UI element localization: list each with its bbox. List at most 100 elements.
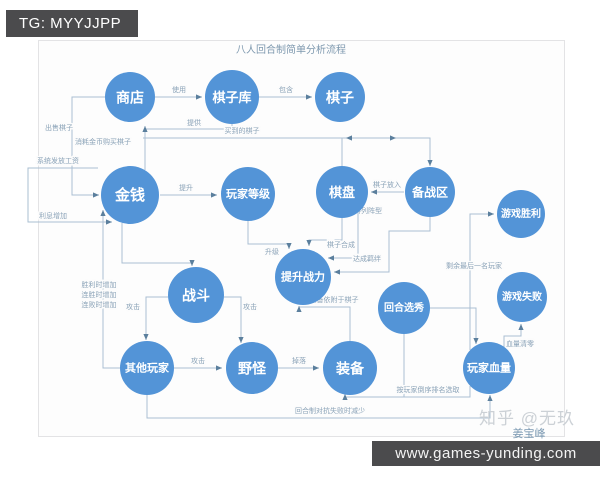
edge-label-increase-rail-1: 连胜时增加 xyxy=(82,290,117,299)
tg-banner: TG: MYYJJPP xyxy=(6,10,138,37)
node-monster xyxy=(226,342,278,394)
arrowhead-boost-level xyxy=(211,192,217,198)
arrowhead-attack-monster xyxy=(238,337,244,343)
node-money xyxy=(101,166,159,224)
node-boost-power-label: 提升战力 xyxy=(281,270,325,284)
edge-label-draft-pick-order-0: 按玩家倒序排名选取 xyxy=(397,385,460,394)
arrowhead-contain xyxy=(306,94,312,100)
edge-label-place-pieces-0: 棋子放入 xyxy=(373,180,401,189)
edge-label-upgrade-0: 升级 xyxy=(265,247,279,256)
edge-synergy xyxy=(334,217,431,273)
node-other-players xyxy=(120,341,174,395)
edge-label-last-player-wins-0: 剩余最后一名玩家 xyxy=(446,261,502,270)
arrowhead-hp-zero xyxy=(518,324,524,330)
edge-label-monster-drop-0: 掉落 xyxy=(292,356,306,365)
arrowhead-synergy xyxy=(334,269,340,275)
edge-label-increase-rail-0: 胜利时增加 xyxy=(82,280,117,289)
edge-label-defeat-decrease-0: 回合制对抗失败时减少 xyxy=(295,406,365,415)
node-equipment-label: 装备 xyxy=(335,361,365,377)
arrowhead-bought-mini-right xyxy=(390,135,396,141)
node-round-draft xyxy=(378,282,430,334)
arrowhead-increase-rail xyxy=(100,210,106,216)
edge-label-synergy-0: 达成羁绊 xyxy=(353,254,381,263)
zhihu-watermark: 知乎 @无玖 xyxy=(479,409,575,428)
arrowhead-monster-drop xyxy=(313,365,319,371)
node-battle xyxy=(168,267,224,323)
diagram-title: 八人回合制简单分析流程 xyxy=(236,45,346,56)
edge-upgrade xyxy=(247,221,290,249)
node-player-hp xyxy=(463,342,515,394)
node-monster-label: 野怪 xyxy=(238,361,267,377)
node-defeat xyxy=(497,272,547,322)
arrowhead-equip-attach xyxy=(296,306,302,312)
node-player-level-label: 玩家等级 xyxy=(226,187,271,201)
node-piece-pool xyxy=(205,70,259,124)
node-battle-label: 战斗 xyxy=(182,288,210,304)
edge-defeat-decrease xyxy=(146,395,491,419)
edge-label-provide-0: 提供 xyxy=(187,118,201,127)
edge-equip-attach xyxy=(298,306,351,341)
edge-draft-hp xyxy=(430,307,477,344)
edge-label-wage-interest-1: 利息增加 xyxy=(39,211,67,220)
edge-provide xyxy=(145,124,233,130)
node-player-level xyxy=(221,167,275,221)
edge-label-combine-pieces-0: 棋子合成 xyxy=(327,240,355,249)
edge-combine-pieces xyxy=(328,213,359,259)
node-defeat-label: 游戏失败 xyxy=(502,290,542,303)
edge-attack-monster xyxy=(224,296,242,343)
edge-label-spend-gold-buy-0: 消耗金币购买棋子 xyxy=(75,137,131,146)
arrowhead-combine-pieces xyxy=(328,255,334,261)
arrowhead-draft-pick-order xyxy=(342,394,348,400)
edge-label-hp-zero-0: 血量清零 xyxy=(506,339,534,348)
edge-label-increase-rail-2: 连败时增加 xyxy=(82,300,117,309)
arrowhead-bought-mini-left xyxy=(346,135,352,141)
arrowhead-money-battle xyxy=(189,260,195,266)
arrowhead-wage-interest xyxy=(106,219,112,225)
node-prep-area-label: 备战区 xyxy=(411,185,448,200)
node-shop xyxy=(105,72,155,122)
edge-last-player-wins xyxy=(469,213,494,350)
edge-label-contain-0: 包含 xyxy=(279,85,293,94)
node-money-label: 金钱 xyxy=(114,186,145,204)
edge-label-players-attack-monster-0: 攻击 xyxy=(191,356,205,365)
edge-increase-rail xyxy=(102,210,120,369)
node-piece xyxy=(315,72,365,122)
node-victory-label: 游戏胜利 xyxy=(501,207,541,220)
arrowhead-place-pieces xyxy=(371,189,377,195)
arrowhead-attack-players xyxy=(143,334,149,340)
node-other-players-label: 其他玩家 xyxy=(125,361,170,375)
edge-label-wage-interest-0: 系统发放工资 xyxy=(37,156,79,165)
edge-label-sell-pieces-0: 出售棋子 xyxy=(45,123,73,132)
node-round-draft-label: 回合选秀 xyxy=(384,301,424,314)
arrowhead-upgrade xyxy=(286,243,292,249)
edge-wage-interest xyxy=(27,167,112,223)
arrowhead-draft-hp xyxy=(473,338,479,344)
edge-sell-pieces xyxy=(71,96,105,196)
arrowhead-sell-pieces xyxy=(93,192,99,198)
edge-label-attack-players-0: 攻击 xyxy=(126,302,140,311)
edge-attack-players xyxy=(145,296,168,340)
author-watermark: 姜宝峰 xyxy=(512,428,546,440)
edge-label-bought-pieces-0: 买到的棋子 xyxy=(225,126,260,135)
edge-label-use-0: 使用 xyxy=(172,85,186,94)
edge-money-battle xyxy=(121,223,193,266)
arrowhead-use xyxy=(196,94,202,100)
node-piece-label: 棋子 xyxy=(326,90,354,106)
arrowhead-formation xyxy=(306,240,312,246)
arrowhead-bought-pieces xyxy=(427,160,433,166)
node-boost-power xyxy=(275,249,331,305)
node-shop-label: 商店 xyxy=(116,90,144,106)
node-board-label: 棋盘 xyxy=(328,185,355,200)
node-equipment xyxy=(323,341,377,395)
arrowhead-players-attack-monster xyxy=(216,365,222,371)
edge-label-attack-monster-0: 攻击 xyxy=(243,302,257,311)
node-victory xyxy=(497,190,545,238)
node-prep-area xyxy=(405,167,455,217)
arrowhead-defeat-decrease xyxy=(487,395,493,401)
edge-label-boost-level-0: 提升 xyxy=(179,183,193,192)
node-piece-pool-label: 棋子库 xyxy=(211,90,251,105)
node-board xyxy=(316,166,368,218)
node-player-hp-label: 玩家血量 xyxy=(467,361,511,375)
